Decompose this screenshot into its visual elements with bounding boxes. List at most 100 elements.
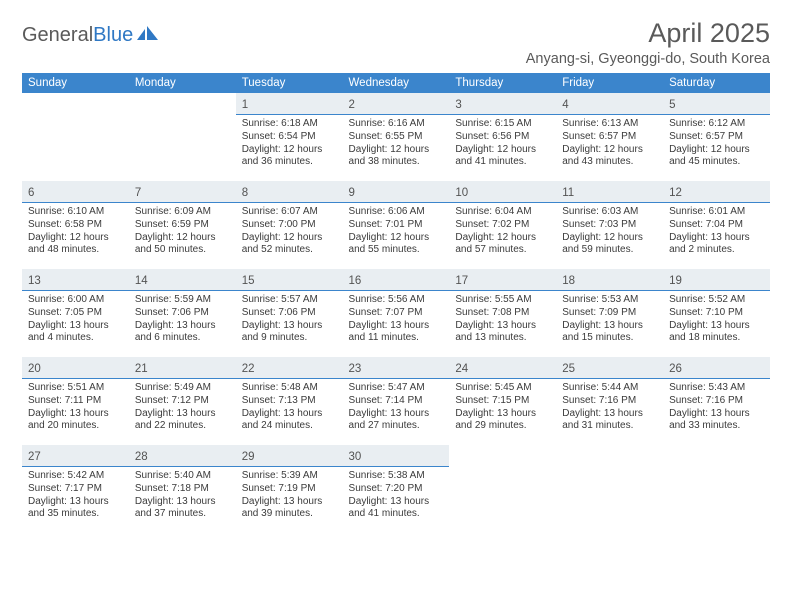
day-number-bar: 21 [129, 357, 236, 379]
day-detail: Sunrise: 6:04 AMSunset: 7:02 PMDaylight:… [449, 203, 556, 259]
day-number: 16 [349, 275, 362, 287]
day-number-bar: 9 [343, 181, 450, 203]
calendar-cell: 18Sunrise: 5:53 AMSunset: 7:09 PMDayligh… [556, 269, 663, 357]
day-number: 15 [242, 275, 255, 287]
day-number-bar: 20 [22, 357, 129, 379]
day-number: 14 [135, 275, 148, 287]
day-number-bar: 17 [449, 269, 556, 291]
day-detail: Sunrise: 6:03 AMSunset: 7:03 PMDaylight:… [556, 203, 663, 259]
day-number-bar: 29 [236, 445, 343, 467]
day-number-bar: 28 [129, 445, 236, 467]
day-number-bar: 25 [556, 357, 663, 379]
day-detail: Sunrise: 5:51 AMSunset: 7:11 PMDaylight:… [22, 379, 129, 435]
calendar-cell: 21Sunrise: 5:49 AMSunset: 7:12 PMDayligh… [129, 357, 236, 445]
brand-blue: Blue [93, 24, 133, 46]
day-number-bar: 8 [236, 181, 343, 203]
brand-general: General [22, 24, 93, 46]
day-number: 9 [349, 187, 355, 199]
calendar-cell: 19 Sunrise: 5:52 AMSunset: 7:10 PMDayligh… [663, 269, 770, 357]
calendar-table: SundayMondayTuesdayWednesdayThursdayFrid… [22, 73, 770, 533]
day-number: 2 [349, 99, 355, 111]
calendar-cell: 30 Sunrise: 5:38 AMSunset: 7:20 PMDayligh… [343, 445, 450, 533]
weekday-header: Friday [556, 73, 663, 93]
day-detail: Sunrise: 5:42 AMSunset: 7:17 PMDaylight:… [22, 467, 129, 523]
calendar-cell: 24 Sunrise: 5:45 AMSunset: 7:15 PMDayligh… [449, 357, 556, 445]
day-number: 26 [669, 363, 682, 375]
day-number: 7 [135, 187, 141, 199]
day-number: 17 [455, 275, 468, 287]
day-number-bar: 24 [449, 357, 556, 379]
weekday-header: Saturday [663, 73, 770, 93]
weekday-header: Sunday [22, 73, 129, 93]
day-detail: Sunrise: 5:47 AMSunset: 7:14 PMDaylight:… [343, 379, 450, 435]
day-detail: Sunrise: 5:45 AMSunset: 7:15 PMDaylight:… [449, 379, 556, 435]
calendar-cell: 14 Sunrise: 5:59 AMSunset: 7:06 PMDayligh… [129, 269, 236, 357]
day-detail: Sunrise: 5:44 AMSunset: 7:16 PMDaylight:… [556, 379, 663, 435]
sails-icon [136, 25, 160, 46]
calendar-cell: 3Sunrise: 6:15 AMSunset: 6:56 PMDaylight… [449, 93, 556, 181]
location-text: Anyang-si, Gyeonggi-do, South Korea [526, 51, 770, 67]
day-detail: Sunrise: 5:39 AMSunset: 7:19 PMDaylight:… [236, 467, 343, 523]
day-number: 1 [242, 99, 248, 111]
day-number: 4 [562, 99, 568, 111]
calendar-cell: 26Sunrise: 5:43 AMSunset: 7:16 PMDayligh… [663, 357, 770, 445]
calendar-cell [449, 445, 556, 533]
day-number: 6 [28, 187, 34, 199]
day-number: 29 [242, 451, 255, 463]
calendar-page: GeneralBlue April 2025 Anyang-si, Gyeong… [0, 0, 792, 533]
day-number-bar: 13 [22, 269, 129, 291]
calendar-week-row: 1 Sunrise: 6:18 AMSunset: 6:54 PMDaylight… [22, 93, 770, 181]
calendar-cell: 27Sunrise: 5:42 AMSunset: 7:17 PMDayligh… [22, 445, 129, 533]
calendar-cell [556, 445, 663, 533]
calendar-cell: 2 Sunrise: 6:16 AMSunset: 6:55 PMDaylight… [343, 93, 450, 181]
weekday-header: Tuesday [236, 73, 343, 93]
day-number-bar: 10 [449, 181, 556, 203]
day-detail: Sunrise: 5:53 AMSunset: 7:09 PMDaylight:… [556, 291, 663, 347]
day-detail: Sunrise: 6:13 AMSunset: 6:57 PMDaylight:… [556, 115, 663, 171]
day-detail: Sunrise: 5:48 AMSunset: 7:13 PMDaylight:… [236, 379, 343, 435]
day-detail: Sunrise: 6:12 AMSunset: 6:57 PMDaylight:… [663, 115, 770, 171]
day-number-bar: 23 [343, 357, 450, 379]
calendar-cell: 16 Sunrise: 5:56 AMSunset: 7:07 PMDayligh… [343, 269, 450, 357]
month-title: April 2025 [526, 18, 770, 49]
day-detail: Sunrise: 6:00 AMSunset: 7:05 PMDaylight:… [22, 291, 129, 347]
day-detail: Sunrise: 6:10 AMSunset: 6:58 PMDaylight:… [22, 203, 129, 259]
calendar-cell: 5Sunrise: 6:12 AMSunset: 6:57 PMDaylight… [663, 93, 770, 181]
day-number-bar: 14 [129, 269, 236, 291]
day-number: 30 [349, 451, 362, 463]
calendar-week-row: 27Sunrise: 5:42 AMSunset: 7:17 PMDayligh… [22, 445, 770, 533]
day-number: 11 [562, 187, 574, 199]
day-detail: Sunrise: 6:16 AMSunset: 6:55 PMDaylight:… [343, 115, 450, 171]
calendar-cell: 17Sunrise: 5:55 AMSunset: 7:08 PMDayligh… [449, 269, 556, 357]
day-number-bar: 27 [22, 445, 129, 467]
day-detail: Sunrise: 5:49 AMSunset: 7:12 PMDaylight:… [129, 379, 236, 435]
calendar-cell: 6 Sunrise: 6:10 AMSunset: 6:58 PMDaylight… [22, 181, 129, 269]
day-number: 24 [455, 363, 468, 375]
day-detail: Sunrise: 5:57 AMSunset: 7:06 PMDaylight:… [236, 291, 343, 347]
day-number: 19 [669, 275, 682, 287]
calendar-cell [129, 93, 236, 181]
day-detail: Sunrise: 5:52 AMSunset: 7:10 PMDaylight:… [663, 291, 770, 347]
day-number: 3 [455, 99, 461, 111]
day-detail: Sunrise: 5:59 AMSunset: 7:06 PMDaylight:… [129, 291, 236, 347]
brand-logo: GeneralBlue [22, 18, 160, 47]
calendar-cell: 4 Sunrise: 6:13 AMSunset: 6:57 PMDaylight… [556, 93, 663, 181]
weekday-header: Monday [129, 73, 236, 93]
calendar-week-row: 20Sunrise: 5:51 AMSunset: 7:11 PMDayligh… [22, 357, 770, 445]
day-number-bar: 2 [343, 93, 450, 115]
calendar-cell: 20Sunrise: 5:51 AMSunset: 7:11 PMDayligh… [22, 357, 129, 445]
day-number-bar: 15 [236, 269, 343, 291]
calendar-week-row: 6 Sunrise: 6:10 AMSunset: 6:58 PMDaylight… [22, 181, 770, 269]
day-detail: Sunrise: 6:07 AMSunset: 7:00 PMDaylight:… [236, 203, 343, 259]
day-detail: Sunrise: 6:09 AMSunset: 6:59 PMDaylight:… [129, 203, 236, 259]
day-detail: Sunrise: 5:56 AMSunset: 7:07 PMDaylight:… [343, 291, 450, 347]
calendar-cell: 7 Sunrise: 6:09 AMSunset: 6:59 PMDaylight… [129, 181, 236, 269]
calendar-cell [663, 445, 770, 533]
weekday-header-row: SundayMondayTuesdayWednesdayThursdayFrid… [22, 73, 770, 93]
weekday-header: Wednesday [343, 73, 450, 93]
day-number-bar: 5 [663, 93, 770, 115]
day-detail: Sunrise: 6:18 AMSunset: 6:54 PMDaylight:… [236, 115, 343, 171]
brand-text: GeneralBlue [22, 24, 133, 47]
calendar-cell: 9Sunrise: 6:06 AMSunset: 7:01 PMDaylight… [343, 181, 450, 269]
day-detail: Sunrise: 5:38 AMSunset: 7:20 PMDaylight:… [343, 467, 450, 523]
